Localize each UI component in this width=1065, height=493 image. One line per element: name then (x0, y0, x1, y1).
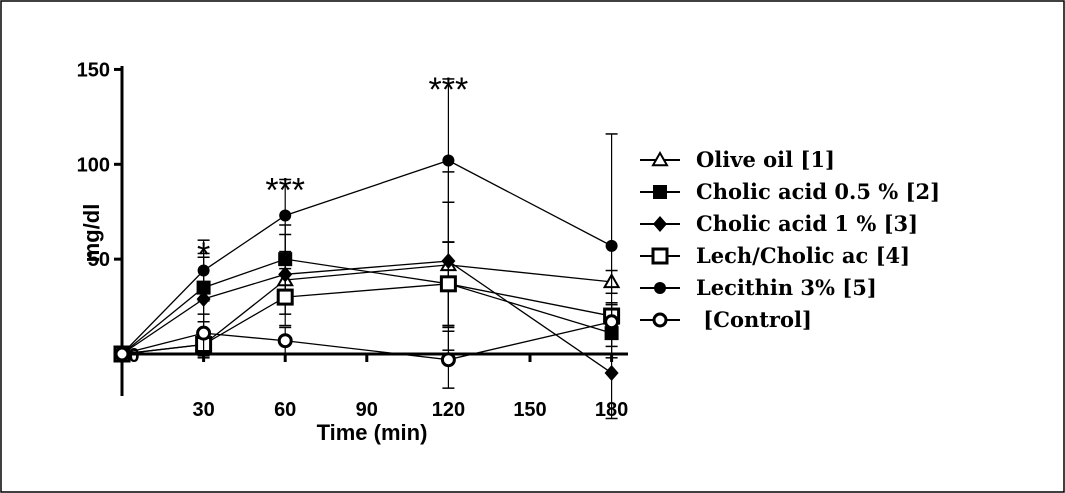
x-tick-label: 150 (513, 399, 546, 421)
legend-label: Cholic acid 0.5 % [2] (696, 179, 940, 204)
marker-shape (279, 209, 292, 222)
series-6 (114, 303, 620, 389)
marker-shape (197, 264, 210, 277)
marker-diamond-filled (604, 364, 619, 381)
marker-shape (651, 247, 669, 265)
marker-square-filled (653, 185, 667, 199)
x-tick-label: 120 (432, 399, 465, 421)
marker-circle-filled (442, 154, 455, 167)
x-origin-label: 0 (128, 345, 139, 367)
marker-circle-open (604, 314, 620, 330)
y-tick-label: 150 (77, 59, 110, 81)
legend-item-5: Lecithin 3% [5] (640, 275, 877, 300)
marker-shape (653, 185, 667, 199)
legend-label: [Control] (696, 307, 812, 332)
significance-label: *** (429, 71, 469, 109)
marker-circle-filled (654, 282, 666, 294)
marker-circle-open (652, 312, 668, 328)
marker-shape (196, 325, 212, 341)
marker-shape (276, 288, 294, 306)
significance-label: * (197, 236, 210, 274)
y-axis-title: mg/dl (79, 204, 104, 263)
legend-item-3: Cholic acid 1 % [3] (640, 211, 918, 236)
marker-shape (114, 346, 130, 362)
marker-shape (605, 239, 618, 252)
marker-shape (442, 154, 455, 167)
marker-shape (652, 312, 668, 328)
legend-label: Lecithin 3% [5] (696, 275, 877, 300)
x-tick-label: 90 (356, 399, 378, 421)
legend-label: Cholic acid 1 % [3] (696, 211, 918, 236)
legend-item-1: Olive oil [1] (640, 147, 835, 172)
marker-square-open (651, 247, 669, 265)
marker-shape (439, 275, 457, 293)
marker-circle-open (114, 346, 130, 362)
significance-label: *** (265, 171, 305, 209)
legend: Olive oil [1] Cholic acid 0.5 % [2] Cholic… (640, 147, 940, 332)
marker-circle-filled (197, 264, 210, 277)
x-tick-label: 30 (192, 399, 214, 421)
marker-shape (440, 352, 456, 368)
legend-item-6: [Control] (640, 307, 812, 332)
significance-label: * (279, 245, 292, 283)
marker-shape (604, 364, 619, 381)
marker-circle-filled (605, 239, 618, 252)
legend-item-2: Cholic acid 0.5 % [2] (640, 179, 940, 204)
marker-shape (604, 314, 620, 330)
marker-circle-open (277, 333, 293, 349)
marker-shape (653, 216, 667, 232)
x-tick-label: 60 (274, 399, 296, 421)
marker-diamond-filled (653, 216, 667, 232)
marker-shape (651, 150, 669, 167)
marker-circle-open (196, 325, 212, 341)
y-tick-label: 50 (88, 249, 110, 271)
x-axis-title: Time (min) (317, 420, 428, 445)
marker-circle-open (440, 352, 456, 368)
legend-label: Olive oil [1] (696, 147, 835, 172)
marker-square-open (439, 275, 457, 293)
marker-shape (277, 333, 293, 349)
marker-circle-filled (279, 209, 292, 222)
marker-triangle-open (651, 150, 669, 167)
marker-shape (654, 282, 666, 294)
marker-square-open (276, 288, 294, 306)
y-tick-label: 100 (77, 154, 110, 176)
legend-item-4: Lech/Cholic ac [4] (640, 243, 910, 268)
legend-label: Lech/Cholic ac [4] (696, 243, 910, 268)
